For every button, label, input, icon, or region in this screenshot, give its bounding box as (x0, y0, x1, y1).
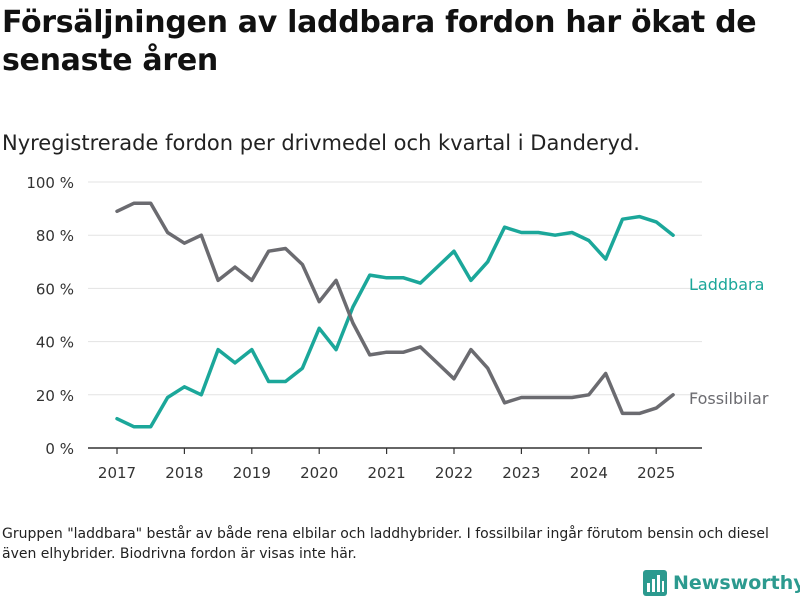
chart-title: Försäljningen av laddbara fordon har öka… (2, 5, 757, 78)
x-tick-label: 2021 (368, 464, 406, 482)
series-label-fossilbilar: Fossilbilar (689, 389, 769, 408)
series-line-laddbara (115, 214, 675, 429)
series-line-fossilbilar (115, 201, 675, 416)
y-tick-label: 0 % (45, 440, 74, 458)
x-tick-label: 2019 (233, 464, 271, 482)
y-tick-label: 100 % (26, 174, 74, 192)
x-tick-label: 2024 (570, 464, 608, 482)
x-tick-label: 2017 (98, 464, 136, 482)
line-chart: 0 % 20 % 40 % 60 % 80 % 100 % 2017 2018 2019 2020… (26, 174, 769, 482)
x-tick-label: 2023 (502, 464, 540, 482)
y-tick-label: 60 % (36, 280, 74, 298)
chart-subtitle: Nyregistrerade fordon per drivmedel och … (2, 131, 640, 155)
y-tick-label: 80 % (36, 227, 74, 245)
footnote: Gruppen "laddbara" består av både rena e… (2, 526, 769, 562)
series-label-laddbara: Laddbara (689, 275, 764, 294)
y-tick-label: 40 % (36, 334, 74, 352)
x-tick-label: 2020 (300, 464, 338, 482)
newsworthy-chart-icon (643, 570, 667, 596)
x-tick-label: 2025 (637, 464, 675, 482)
x-tick-label: 2018 (165, 464, 203, 482)
y-tick-label: 20 % (36, 387, 74, 405)
newsworthy-logo: Newsworthy (643, 568, 800, 598)
x-tick-label: 2022 (435, 464, 473, 482)
brand-name: Newsworthy (673, 572, 800, 594)
